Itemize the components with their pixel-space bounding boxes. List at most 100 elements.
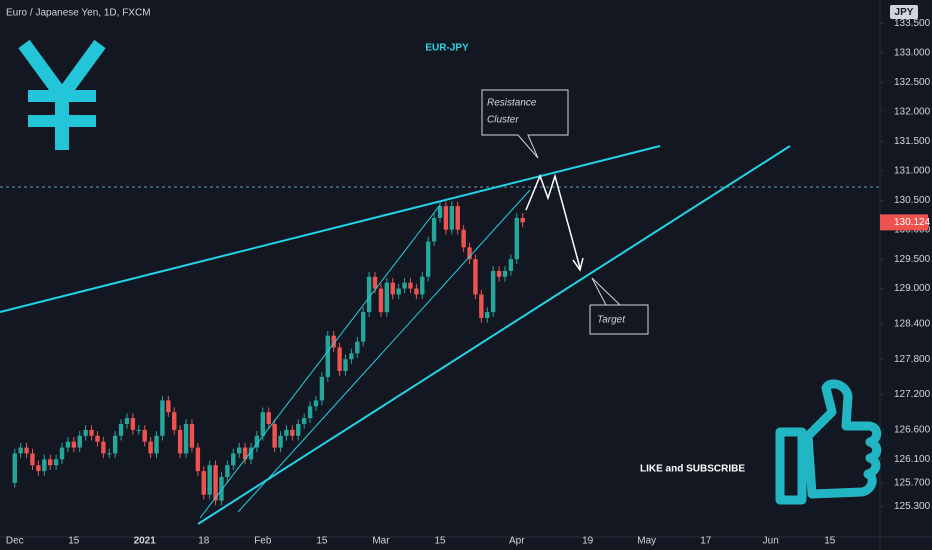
- y-tick-label: 126.100: [894, 454, 931, 465]
- candle-body: [130, 418, 136, 430]
- candle-body: [496, 270, 502, 277]
- x-tick-label: 17: [700, 536, 712, 547]
- candle-body: [296, 424, 301, 436]
- candle-body: [107, 453, 112, 455]
- candle-body: [455, 206, 460, 230]
- candle-body: [384, 282, 390, 313]
- candle-body: [166, 400, 171, 413]
- x-tick-label: Feb: [254, 536, 272, 547]
- candle-body: [248, 447, 254, 460]
- callout-text: Target: [597, 315, 626, 326]
- candle-body: [331, 335, 336, 348]
- candle-body: [236, 447, 242, 454]
- x-tick-label: Jun: [763, 536, 779, 547]
- y-tick-label: 129.000: [894, 283, 931, 294]
- candle-body: [95, 435, 100, 442]
- candle-body: [307, 406, 313, 419]
- candle-body: [502, 270, 508, 277]
- thumbs-up-icon: [775, 379, 882, 505]
- candle-body: [219, 477, 224, 501]
- candle-body: [242, 447, 248, 460]
- candle-body: [177, 429, 183, 454]
- y-tick-label: 133.500: [894, 18, 931, 29]
- callout-target: Target: [589, 277, 649, 335]
- y-tick-label: 125.300: [894, 501, 931, 512]
- candle-body: [420, 276, 425, 295]
- x-tick-label: 15: [434, 536, 446, 547]
- candle-body: [254, 435, 260, 448]
- candle-body: [101, 441, 106, 454]
- candle-body: [508, 259, 514, 271]
- candle-body: [124, 418, 130, 424]
- callout-text: Resistance: [487, 98, 537, 109]
- drawings: [0, 145, 791, 525]
- candle-body: [136, 429, 141, 431]
- candle-body: [485, 312, 490, 318]
- candle-body: [53, 459, 59, 466]
- candle-body: [213, 465, 218, 501]
- candle-body: [319, 376, 325, 401]
- candle-body: [278, 435, 283, 448]
- candle-body: [201, 471, 206, 495]
- candle-body: [443, 206, 449, 230]
- candle-body: [449, 206, 455, 230]
- candle-body: [36, 465, 41, 472]
- y-tick-label: 125.700: [894, 478, 931, 489]
- y-tick-label: 126.600: [894, 425, 931, 436]
- candle-body: [402, 282, 407, 289]
- candle-body: [437, 206, 443, 218]
- candle-body: [231, 453, 236, 466]
- y-tick-label: 131.500: [894, 136, 931, 147]
- candle-body: [272, 424, 277, 448]
- candle-body: [520, 217, 525, 223]
- candle-body: [390, 282, 395, 295]
- axes: 125.300 125.700 126.100 126.600 127.200 127.8…: [6, 18, 931, 546]
- x-tick-label: 15: [316, 536, 328, 547]
- symbol-title: Euro / Japanese Yen, 1D, FXCM: [6, 8, 151, 19]
- candle-body: [473, 259, 478, 295]
- x-tick-label: 15: [824, 536, 836, 547]
- candle-body: [378, 288, 384, 313]
- candle-body: [337, 347, 342, 371]
- candle-body: [148, 441, 153, 454]
- x-tick-label: 2021: [134, 536, 157, 547]
- candle-body: [207, 465, 212, 495]
- y-tick-label: 129.500: [894, 254, 931, 265]
- last-price-label: 130.124: [894, 217, 931, 228]
- candle-body: [343, 359, 348, 371]
- candle-body: [118, 424, 124, 436]
- candle-body: [431, 217, 437, 242]
- candle-body: [396, 288, 401, 295]
- candle-body: [514, 217, 519, 260]
- y-tick-label: 128.400: [894, 319, 931, 330]
- candle-body: [425, 241, 431, 277]
- x-tick-label: 19: [582, 536, 594, 547]
- candle-body: [301, 418, 307, 424]
- candle-body: [77, 435, 82, 448]
- candle-body: [372, 276, 378, 289]
- candle-body: [225, 465, 230, 477]
- x-tick-label: 18: [198, 536, 210, 547]
- x-tick-label: Mar: [372, 536, 390, 547]
- candle-body: [48, 459, 53, 466]
- candle-body: [355, 341, 360, 354]
- candle-body: [313, 400, 319, 407]
- candle-body: [154, 435, 159, 454]
- candle-body: [461, 229, 466, 248]
- candle-body: [59, 447, 65, 460]
- y-tick-label: 132.000: [894, 107, 931, 118]
- candle-body: [189, 424, 195, 448]
- candle-body: [112, 435, 118, 454]
- x-tick-label: Dec: [6, 536, 24, 547]
- callout-text: Cluster: [487, 115, 519, 126]
- y-tick-label: 132.500: [894, 77, 931, 88]
- candle-body: [260, 412, 266, 436]
- candle-body: [349, 353, 354, 360]
- candle-body: [142, 429, 147, 442]
- candle-body: [24, 447, 29, 454]
- candle-body: [414, 288, 419, 295]
- callout-resistance: Resistance Cluster: [481, 89, 569, 159]
- candle-body: [479, 294, 484, 318]
- candle-body: [172, 412, 177, 430]
